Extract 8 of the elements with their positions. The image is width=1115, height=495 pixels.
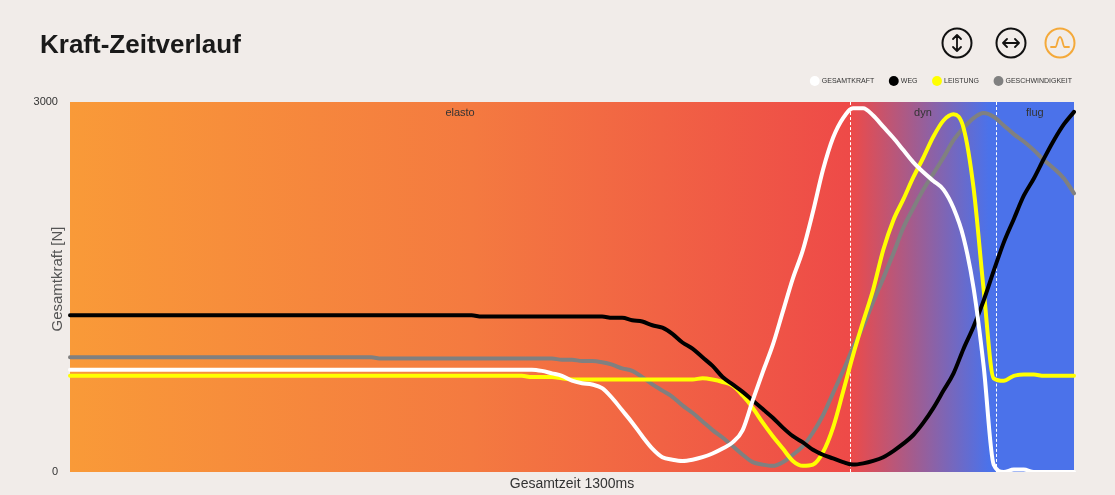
y-tick-label: 3000 (33, 95, 58, 108)
annotation: flug (1025, 106, 1044, 119)
x-axis-title: Gesamtzeit 1300ms (509, 475, 635, 492)
annotation: elasto (445, 106, 475, 119)
annotation: dyn (914, 106, 932, 119)
chart-title: Kraft-Zeitverlauf (40, 29, 241, 59)
y-axis-title: Gesamtkraft [N] (48, 226, 66, 332)
y-tick-label: 0 (51, 465, 58, 478)
